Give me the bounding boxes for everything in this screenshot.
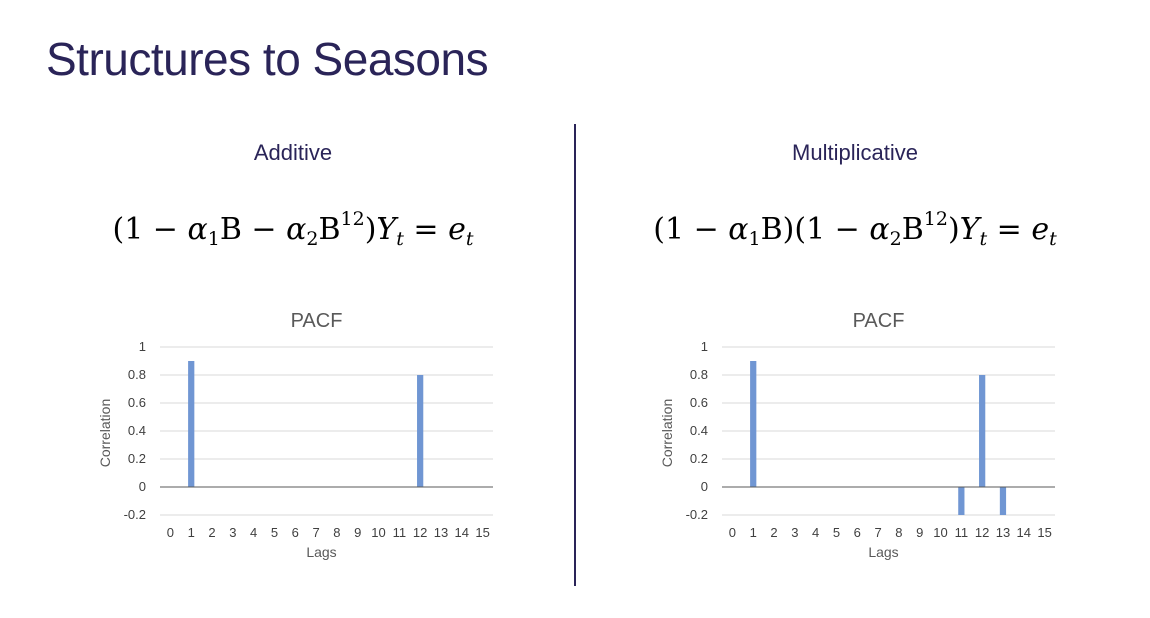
x-tick-label: 12 <box>975 525 989 540</box>
y-tick-label: -0.2 <box>124 507 146 522</box>
y-tick-label: 0.6 <box>128 395 146 410</box>
chart-title: PACF <box>853 310 905 332</box>
panel-divider <box>574 124 576 586</box>
x-tick-label: 12 <box>413 525 427 540</box>
y-tick-label: 0.8 <box>690 367 708 382</box>
x-tick-label: 4 <box>812 525 819 540</box>
x-tick-label: 2 <box>770 525 777 540</box>
bar-lag-11 <box>958 487 965 515</box>
panel-heading: Additive <box>253 140 333 165</box>
y-tick-label: 1 <box>701 339 708 354</box>
y-tick-label: 0 <box>139 479 146 494</box>
x-tick-label: 7 <box>312 525 319 540</box>
y-tick-label: -0.2 <box>686 507 708 522</box>
y-tick-label: 0.6 <box>690 395 708 410</box>
y-tick-label: 0 <box>701 479 708 494</box>
y-axis-label: Correlation <box>97 399 113 467</box>
y-axis-label: Correlation <box>659 399 675 467</box>
panel-heading: Multiplicative <box>792 140 918 165</box>
x-tick-label: 1 <box>750 525 757 540</box>
y-tick-label: 0.4 <box>690 423 708 438</box>
x-tick-label: 1 <box>188 525 195 540</box>
x-tick-label: 4 <box>250 525 257 540</box>
x-tick-label: 7 <box>874 525 881 540</box>
bar-lag-1 <box>188 361 195 487</box>
x-tick-label: 9 <box>916 525 923 540</box>
x-axis-label: Lags <box>868 544 898 560</box>
y-tick-label: 0.8 <box>128 367 146 382</box>
x-tick-label: 10 <box>933 525 947 540</box>
additive-panel: Additive (1 − α1B − α2B12)Yt = et PACF 1 0… <box>33 0 553 618</box>
x-tick-label: 14 <box>1017 525 1031 540</box>
x-tick-label: 10 <box>371 525 385 540</box>
multiplicative-panel: Multiplicative (1 − α1B)(1 − α2B12)Yt = … <box>595 0 1115 618</box>
x-tick-label: 13 <box>996 525 1010 540</box>
y-tick-label: 0.2 <box>690 451 708 466</box>
y-tick-label: 1 <box>139 339 146 354</box>
x-tick-label: 13 <box>434 525 448 540</box>
x-tick-label: 9 <box>354 525 361 540</box>
x-tick-label: 6 <box>292 525 299 540</box>
x-tick-label: 14 <box>455 525 469 540</box>
x-tick-label: 11 <box>393 525 407 540</box>
additive-formula: (1 − α1B − α2B12)Yt = et <box>112 208 474 250</box>
bar-lag-1 <box>750 361 757 487</box>
x-tick-label: 0 <box>167 525 174 540</box>
bar-lag-12 <box>979 375 986 487</box>
bar-lag-13 <box>999 487 1007 515</box>
y-tick-label: 0.2 <box>128 451 146 466</box>
x-axis-label: Lags <box>306 544 336 560</box>
multiplicative-formula: (1 − α1B)(1 − α2B12)Yt = et <box>653 208 1057 250</box>
x-tick-label: 8 <box>333 525 340 540</box>
x-tick-label: 0 <box>729 525 736 540</box>
x-tick-label: 6 <box>854 525 861 540</box>
x-tick-label: 11 <box>955 525 969 540</box>
x-tick-label: 15 <box>475 525 489 540</box>
x-tick-label: 3 <box>229 525 236 540</box>
slide-title: Structures to Seasons <box>46 33 489 85</box>
y-tick-label: 0.4 <box>128 423 146 438</box>
x-tick-label: 5 <box>833 525 840 540</box>
bar-lag-12 <box>417 375 424 487</box>
x-tick-label: 2 <box>208 525 215 540</box>
x-tick-label: 15 <box>1037 525 1051 540</box>
x-tick-label: 3 <box>791 525 798 540</box>
x-tick-label: 8 <box>895 525 902 540</box>
chart-title: PACF <box>291 310 343 332</box>
x-tick-label: 5 <box>271 525 278 540</box>
